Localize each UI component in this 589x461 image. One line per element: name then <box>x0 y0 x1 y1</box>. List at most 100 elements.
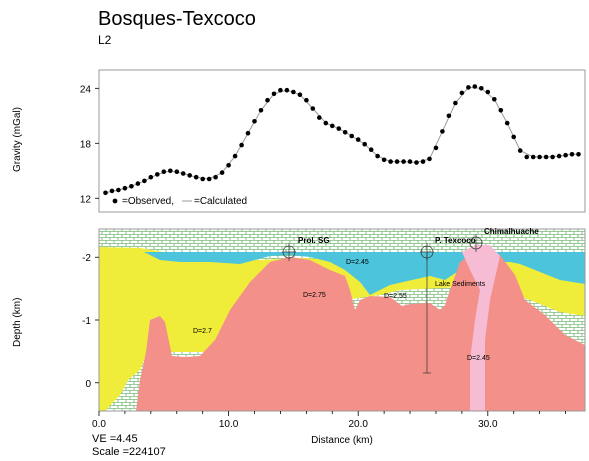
observed-point <box>420 159 426 164</box>
legend-calculated-label: =Calculated <box>194 196 247 207</box>
station-label: Chimalhuache <box>484 227 539 236</box>
vertical-exaggeration: VE =4.45 <box>92 433 138 445</box>
depth-tick-label: -2 <box>82 253 91 264</box>
observed-point <box>401 159 406 164</box>
depth-tick-label: 0 <box>85 379 91 390</box>
density-label-red: D=2.75 <box>303 292 326 299</box>
station-label: P. Texcoco <box>435 236 476 245</box>
observed-point <box>129 184 134 189</box>
observed-point <box>310 106 316 111</box>
observed-point <box>504 120 510 126</box>
observed-point <box>530 154 536 160</box>
observed-point <box>517 148 523 153</box>
observed-point <box>472 84 478 89</box>
lake-sediments-label: Lake Sediments <box>435 281 486 288</box>
observed-point <box>342 130 348 135</box>
observed-point <box>187 173 192 178</box>
observed-point <box>304 97 309 103</box>
observed-point <box>271 91 277 97</box>
observed-point <box>466 85 471 90</box>
observed-point <box>550 154 555 160</box>
observed-point <box>148 174 154 180</box>
observed-point <box>291 89 296 95</box>
observed-point <box>381 157 387 163</box>
observed-point <box>355 137 361 142</box>
observed-point <box>297 92 303 97</box>
observed-point <box>375 153 380 159</box>
observed-point <box>498 108 504 113</box>
distance-tick-label: 20.0 <box>348 419 368 430</box>
observed-point <box>427 156 432 162</box>
observed-point <box>206 176 212 182</box>
gravity-tick-label: 12 <box>80 194 92 205</box>
observed-point <box>155 172 160 177</box>
legend-observed-label: =Observed, <box>122 196 174 207</box>
observed-point <box>103 190 108 196</box>
distance-tick-label: 10.0 <box>219 419 239 430</box>
observed-point <box>219 170 225 175</box>
observed-point <box>368 147 374 152</box>
distance-tick-label: 0.0 <box>92 419 106 430</box>
distance-axis-label: Distance (km) <box>311 435 373 446</box>
observed-point <box>168 168 173 174</box>
observed-point <box>453 100 458 106</box>
distance-tick-label: 30.0 <box>478 419 498 430</box>
observed-point <box>109 188 115 194</box>
scale-label: Scale =224107 <box>92 446 166 458</box>
observed-point <box>537 154 542 160</box>
observed-point <box>330 123 335 129</box>
observed-point <box>180 171 186 176</box>
gravity-frame <box>98 69 586 213</box>
station-p-texcoco: P. Texcoco <box>420 236 476 261</box>
observed-point <box>239 142 244 148</box>
observed-point <box>265 97 270 103</box>
density-label-mid: D=2.55 <box>384 293 407 300</box>
observed-point <box>336 126 342 131</box>
observed-point <box>116 187 121 193</box>
observed-point <box>388 159 393 164</box>
observed-point <box>284 87 290 93</box>
observed-point <box>446 113 452 119</box>
observed-point <box>459 90 465 96</box>
chart-subtitle: L2 <box>98 33 112 47</box>
observed-point <box>394 159 400 164</box>
observed-point <box>142 178 147 184</box>
observed-point <box>556 153 562 159</box>
observed-point <box>414 160 419 165</box>
observed-point <box>161 169 167 174</box>
gravity-tick-label: 24 <box>80 84 92 95</box>
observed-point <box>122 185 128 191</box>
observed-point <box>440 129 445 134</box>
observed-point <box>226 163 231 168</box>
observed-point <box>232 153 238 159</box>
calculated-series-line <box>105 86 579 194</box>
depth-tick-label: -1 <box>82 316 91 327</box>
observed-point <box>349 133 355 139</box>
observed-point <box>317 115 322 120</box>
observed-point <box>492 97 497 102</box>
observed-point <box>543 154 549 160</box>
section-panel: Prol. SG P. Texcoco Chimalhuache D=2.45 … <box>82 227 586 446</box>
observed-point <box>323 120 329 126</box>
density-label-pink: D=2.45 <box>467 355 490 362</box>
observed-point <box>252 119 257 124</box>
observed-point <box>278 87 283 93</box>
observed-point <box>479 86 484 91</box>
gravity-panel: 24 18 12 =Observed, =Calculated <box>80 69 586 213</box>
density-label-hatched: D=2.7 <box>193 328 212 335</box>
observed-point <box>213 174 218 180</box>
station-chimalhuache: Chimalhuache <box>469 227 539 252</box>
observed-point <box>174 169 180 174</box>
station-prol-sg: Prol. SG <box>282 236 330 261</box>
station-label: Prol. SG <box>298 236 330 245</box>
observed-point <box>485 89 491 95</box>
lake-sediments-pink-body <box>462 245 500 411</box>
observed-point <box>362 141 368 147</box>
observed-point <box>569 152 575 157</box>
density-label-water: D=2.45 <box>346 259 369 266</box>
chart-title: Bosques-Texcoco <box>98 8 256 30</box>
observed-point <box>200 176 205 182</box>
observed-point <box>433 145 439 151</box>
observed-point <box>407 159 413 164</box>
